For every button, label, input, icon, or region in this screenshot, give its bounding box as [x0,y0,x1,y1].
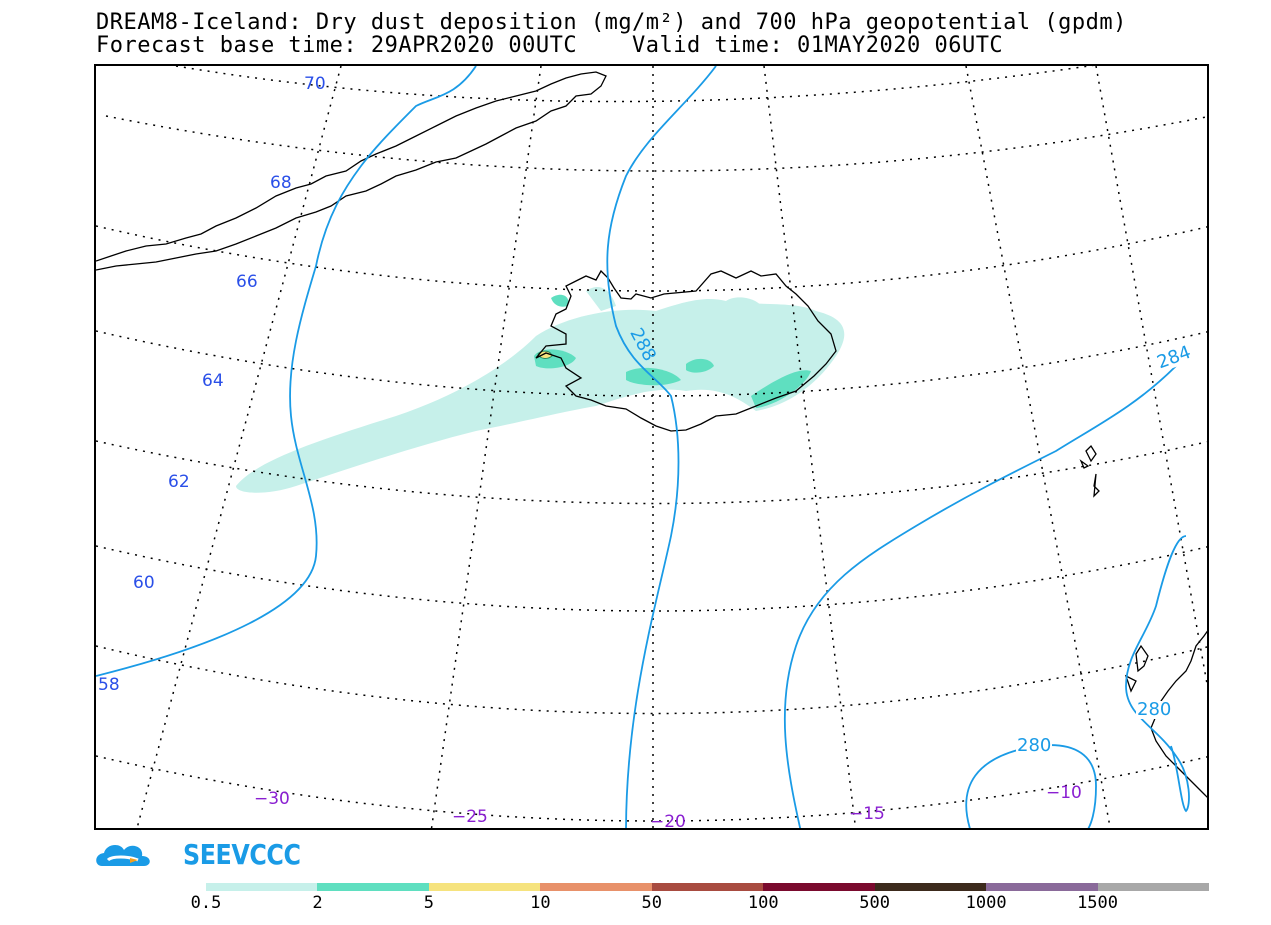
contour-label-280-east: 280 [1136,699,1173,720]
latitude-label-64: 64 [202,371,224,391]
legend-color-segment-1 [317,883,429,891]
legend-tick-label: 1500 [1077,893,1119,913]
dust-patch-southeast [751,370,811,408]
contour-west [96,66,477,677]
dust-patch-center-2 [686,358,714,373]
legend-color-segment-5 [763,883,875,891]
faroe-islands [1079,444,1100,498]
latitude-label-66: 66 [236,272,258,292]
map-title-line-2: Forecast base time: 29APR2020 00UTC Vali… [96,33,1004,58]
legend-color-segment-2 [428,883,541,891]
latitude-label-58: 58 [98,675,120,695]
contour-284 [783,365,1177,828]
contour-280-south [965,744,1097,828]
map-panel[interactable]: 70 68 66 64 62 60 58 −30 −25 −20 −15 −10… [94,64,1209,830]
shetland-islands [1124,644,1149,693]
geopotential-contours [96,66,1190,828]
legend-colorbar [206,883,1209,891]
legend-color-segment-6 [874,883,987,891]
contour-280-east [1125,535,1190,813]
legend-color-segment-3 [540,883,652,891]
map-title-line-1: DREAM8-Iceland: Dry dust deposition (mg/… [96,10,1127,35]
longitude-label-minus-15: −15 [849,804,885,824]
legend-tick-label: 0.5 [190,893,222,913]
legend-tick-label: 100 [747,893,779,913]
dust-area-light-north [586,286,616,311]
dust-patch-center [626,367,681,386]
legend-tick-label: 1000 [965,893,1007,913]
legend-tick-label: 50 [641,893,663,913]
contour-label-280-south: 280 [1016,735,1053,756]
iceland-coast [535,269,837,432]
dust-area-light-ne [726,297,761,311]
legend-color-segment-7 [986,883,1098,891]
latitude-label-68: 68 [270,173,292,193]
dust-patch-north [551,294,569,307]
dust-deposition-shading [236,286,845,493]
cloud-logo-icon [96,844,150,866]
greenland-coast [96,71,607,271]
contour-288 [606,66,717,828]
longitude-label-minus-20: −20 [650,812,686,830]
legend-tick-label: 5 [423,893,434,913]
logo-text: SEEVCCC [183,838,301,871]
latitude-label-60: 60 [133,573,155,593]
longitude-label-minus-10: −10 [1046,783,1082,803]
graticule [96,66,1207,828]
longitude-label-minus-25: −25 [452,807,488,827]
longitude-label-minus-30: −30 [254,789,290,809]
legend-color-segment-0 [206,883,318,891]
dust-max-spot [537,350,553,359]
dust-area-light [236,299,845,493]
latitude-label-70: 70 [304,74,326,94]
legend-color-segment-4 [651,883,764,891]
legend-tick-label: 2 [312,893,323,913]
legend-tick-label: 500 [859,893,891,913]
latitude-label-62: 62 [168,472,190,492]
legend-color-segment-8 [1097,883,1209,891]
legend-tick-label: 10 [530,893,551,913]
map-canvas [96,66,1207,828]
